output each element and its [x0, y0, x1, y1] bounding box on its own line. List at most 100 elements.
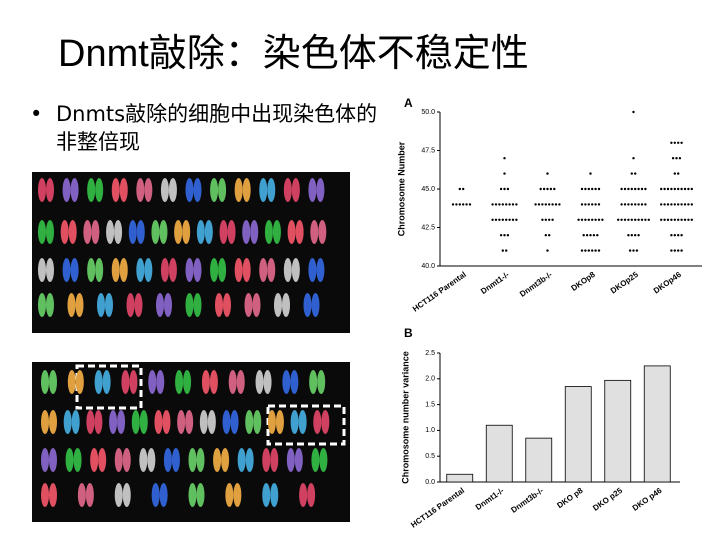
chromosome [139, 448, 148, 472]
y-tick-label: 2.5 [425, 350, 435, 357]
chromosome [38, 258, 46, 282]
chromosome [290, 410, 299, 434]
dot [630, 172, 633, 175]
dot [584, 203, 587, 206]
dot [597, 187, 601, 191]
chromosome [210, 178, 219, 202]
dot [591, 218, 594, 221]
chromosome [38, 178, 46, 202]
dot [501, 249, 504, 252]
dot [587, 218, 590, 221]
dot [677, 218, 680, 221]
dot [680, 218, 683, 221]
dot [544, 203, 547, 206]
dot [554, 203, 558, 206]
dot [546, 187, 549, 191]
chromosome [70, 258, 79, 282]
chromosome [60, 220, 69, 244]
chromosome [242, 220, 251, 244]
dot [503, 157, 506, 160]
y-tick-label: 0.0 [425, 479, 435, 486]
dot [666, 203, 670, 206]
chromosome [171, 448, 180, 472]
dot [596, 234, 599, 237]
dot [677, 203, 680, 206]
chromosome [193, 293, 202, 317]
dot [644, 203, 647, 206]
chromosome [219, 220, 228, 244]
chromosome [163, 448, 172, 472]
chromosome [185, 293, 194, 317]
chromosome [168, 178, 177, 202]
chromosome [144, 258, 153, 282]
chromosome [67, 293, 76, 317]
chromosome [122, 483, 131, 507]
chromosome [262, 448, 271, 472]
dot [511, 203, 515, 206]
chromosome [122, 448, 131, 472]
dot [548, 203, 551, 206]
chromosome [228, 370, 237, 394]
dot [640, 218, 644, 221]
chromosome [102, 370, 111, 394]
bar [564, 386, 592, 483]
chromosome [177, 410, 186, 434]
chromosome [68, 220, 77, 244]
dot [587, 203, 590, 206]
chromosome [259, 258, 268, 282]
dot [551, 218, 554, 221]
chromosome [90, 448, 99, 472]
dot [677, 234, 680, 237]
chromosome [321, 410, 330, 434]
chromosome [109, 410, 118, 434]
chromosome [264, 220, 273, 244]
chromosome [49, 410, 57, 434]
chromosome [91, 220, 100, 244]
chromosome [49, 370, 57, 394]
dot [660, 187, 663, 191]
dot [468, 203, 472, 206]
dot [690, 203, 693, 206]
chromosome [308, 178, 317, 202]
chromosome [210, 258, 219, 282]
chromosome [154, 410, 163, 434]
chromosome [213, 448, 222, 472]
chromosome [274, 293, 282, 317]
dot [666, 187, 670, 191]
dot [537, 203, 541, 206]
chromosome [316, 178, 325, 202]
y-tick-label: 0.5 [425, 453, 435, 460]
dot [455, 203, 458, 206]
dot [634, 203, 637, 206]
dot [632, 249, 635, 252]
dot [587, 187, 590, 191]
chromosome [313, 410, 322, 434]
dot [634, 187, 637, 191]
dot [673, 187, 676, 191]
chromosome [156, 370, 165, 394]
y-tick-label: 1.0 [425, 427, 435, 434]
bar [604, 379, 632, 483]
dot [637, 234, 640, 237]
dot [503, 234, 506, 237]
chromosome [287, 220, 296, 244]
dot [640, 203, 644, 206]
dot [673, 234, 676, 237]
dot [687, 218, 690, 221]
chromosome [199, 410, 208, 434]
dot [683, 203, 687, 206]
chromosome [164, 293, 172, 317]
dot [690, 218, 693, 221]
chromosome [134, 293, 143, 317]
dot [544, 218, 547, 221]
chromosome [126, 293, 135, 317]
chromosome [128, 220, 137, 244]
chromosome [316, 258, 325, 282]
chromosome [183, 370, 192, 394]
chromosome [245, 448, 254, 472]
chromosome [97, 293, 105, 317]
panel-label: A [404, 96, 413, 110]
chromosome [136, 178, 145, 202]
bullet-item: • Dnmts敲除的细胞中出现染色体的非整倍现 [30, 100, 386, 156]
dot [506, 187, 510, 191]
